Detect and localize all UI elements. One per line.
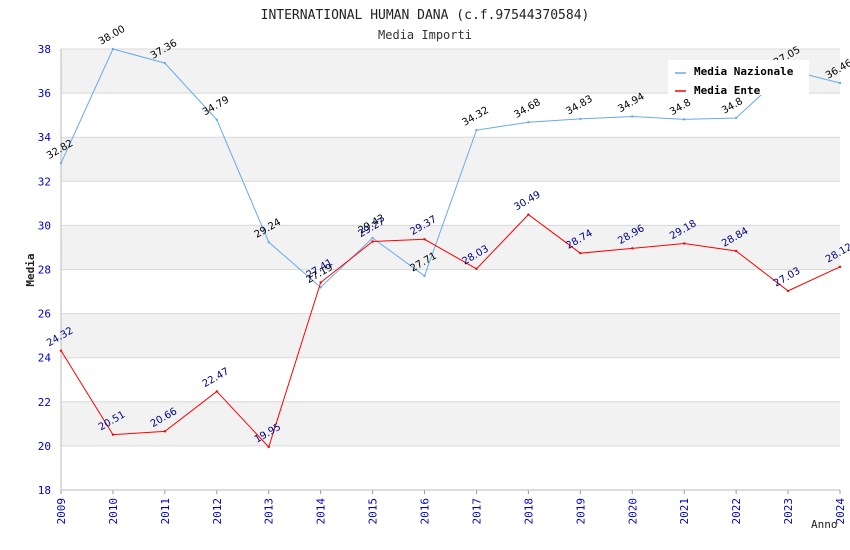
data-point [475,128,478,132]
plot-band [61,313,840,358]
x-tick-label: 2012 [211,498,224,525]
data-point [371,236,374,240]
y-tick-label: 24 [38,352,52,365]
data-point [111,47,115,51]
series-line-nazionale [60,48,841,289]
data-point [59,162,63,165]
data-point [683,242,686,245]
x-tick-label: 2013 [263,498,276,525]
data-point [423,274,426,278]
y-tick-label: 20 [38,440,51,453]
data-point [163,61,167,65]
y-tick-label: 34 [38,131,52,144]
x-tick-label: 2017 [470,498,483,525]
data-point [838,265,842,269]
data-point [423,238,426,241]
legend-label-nazionale: Media Nazionale [694,65,794,78]
legend: Media Nazionale Media Ente [668,60,809,97]
x-tick-label: 2021 [678,498,691,525]
plot-band [61,269,840,314]
data-point [631,115,634,118]
data-point [734,249,738,253]
y-tick-label: 36 [38,87,51,100]
plot-band [61,445,840,490]
data-point [579,117,582,121]
x-tick-label: 2018 [522,498,535,525]
y-tick-label: 18 [38,484,51,497]
x-tick-label: 2015 [367,498,380,525]
x-tick-label: 2023 [782,498,795,525]
y-tick-label: 32 [38,175,51,188]
y-tick-label: 30 [38,219,51,232]
x-tick-label: 2024 [834,498,847,525]
data-point [786,289,790,293]
x-tick-label: 2016 [419,498,432,525]
data-point [215,118,218,121]
data-point [319,286,322,289]
series-line-ente [60,213,841,448]
x-tick-label: 2014 [315,498,328,525]
data-point [527,121,530,124]
data-point [683,118,686,121]
data-point [734,116,738,120]
x-tick-label: 2011 [159,498,172,525]
data-point [838,81,842,85]
x-tick-label: 2020 [626,498,639,525]
data-point [631,247,634,250]
x-tick-label: 2022 [730,498,743,525]
data-point [59,349,63,352]
plot-band [61,401,840,446]
x-tick-label: 2019 [574,498,587,525]
data-point [527,213,530,216]
data-point [215,390,218,393]
data-point [475,267,478,271]
data-point [267,240,270,244]
x-tick-label: 2009 [55,498,68,525]
plot-band [61,225,840,270]
chart-subtitle: Media Importi [378,28,472,42]
plot-band [61,93,840,138]
legend-label-ente: Media Ente [694,84,761,97]
x-axis-label: Anno [811,518,838,531]
y-tick-label: 22 [38,396,51,409]
data-point [319,281,322,284]
y-tick-label: 28 [38,264,51,277]
y-tick-label: 38 [38,43,51,56]
x-tick-label: 2010 [107,498,120,525]
data-point [111,433,115,436]
chart-title: INTERNATIONAL HUMAN DANA (c.f.9754437058… [261,8,590,23]
plot-band [61,137,840,182]
data-point [163,430,167,433]
data-point [579,251,582,255]
data-point [371,240,374,243]
series-layer [59,47,842,449]
plot-band [61,357,840,402]
legend-box [668,60,809,95]
y-tick-label: 26 [38,308,51,321]
y-axis-label: Media [24,253,37,286]
data-point [267,445,270,449]
data-label: 38.00 [97,24,127,48]
